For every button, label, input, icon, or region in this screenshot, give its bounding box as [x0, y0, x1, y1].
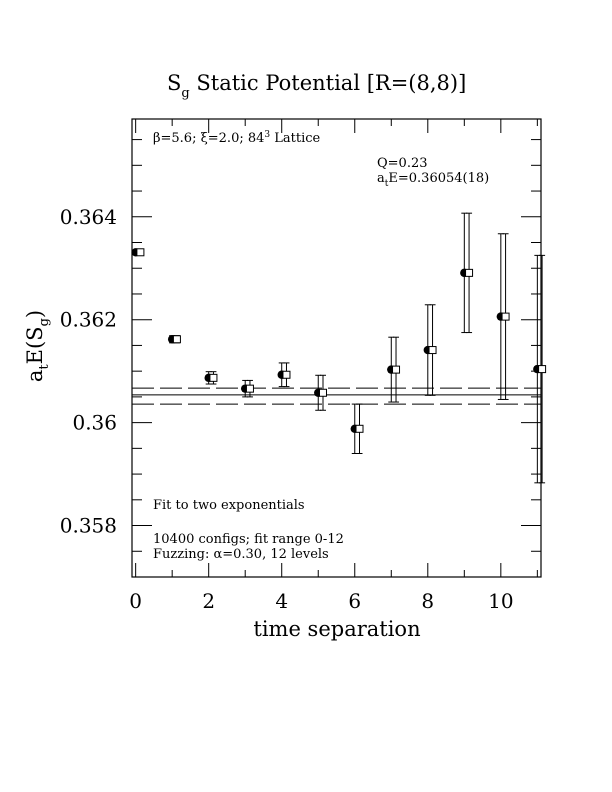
annotation-lattice-rest: Lattice	[270, 131, 320, 146]
y-label-s-sub: g	[37, 318, 52, 326]
y-axis-label: atE(Sg)	[23, 310, 52, 382]
title-rest: Static Potential [R=(8,8)]	[190, 71, 467, 95]
fit-band	[132, 387, 541, 405]
x-tick-label-2: 2	[202, 589, 215, 613]
plot-frame	[131, 118, 542, 578]
y-tick-label-3: 0.364	[60, 205, 117, 229]
x-tick-label-0: 0	[129, 589, 142, 613]
y-label-a: a	[23, 370, 47, 383]
annotation-energy-a: a	[377, 171, 385, 186]
point-square-3	[245, 384, 254, 393]
axis-ticks	[132, 119, 541, 578]
x-tick-label-4: 4	[275, 589, 288, 613]
point-square-9	[465, 268, 474, 277]
point-square-5	[318, 388, 327, 397]
y-label-end: )	[23, 310, 47, 318]
annotation-configs: 10400 configs; fit range 0-12	[153, 532, 344, 547]
x-axis-label: time separation	[253, 617, 420, 641]
annotation-fuzzing: Fuzzing: α=0.30, 12 levels	[153, 547, 329, 562]
y-tick-label-2: 0.362	[60, 308, 117, 332]
annotation-lattice-xi: ξ=2.0; 84	[201, 131, 265, 146]
point-square-4	[282, 370, 291, 379]
x-tick-label-8: 8	[421, 589, 434, 613]
annotation-energy: atE=0.36054(18)	[377, 171, 489, 189]
x-tick-label-10: 10	[488, 589, 513, 613]
point-square-2	[209, 373, 218, 382]
annotation-q: Q=0.23	[377, 156, 428, 171]
y-label-mid: E(S	[23, 326, 47, 364]
point-square-11	[538, 365, 547, 374]
y-tick-label-0: 0.358	[60, 514, 117, 538]
title-sub: g	[181, 86, 189, 101]
point-square-0	[136, 248, 145, 257]
annotation-lattice-sup: 3	[264, 130, 270, 140]
chart-title: Sg Static Potential [R=(8,8)]	[167, 71, 466, 101]
axis-tick-labels: 0 2 4 6 8 10 0.358 0.36 0.362 0.364	[60, 205, 514, 613]
annotation-lattice-beta: β=5.6;	[153, 131, 201, 146]
data-points	[131, 212, 547, 484]
point-square-6	[355, 424, 364, 433]
annotation-lattice: β=5.6; ξ=2.0; 843 Lattice	[153, 130, 321, 146]
x-tick-label-6: 6	[348, 589, 361, 613]
y-label-a-sub: t	[37, 364, 52, 370]
point-square-1	[172, 335, 181, 344]
annotation-energy-rest: E=0.36054(18)	[388, 171, 489, 186]
annotation-fit: Fit to two exponentials	[153, 498, 305, 513]
y-tick-label-1: 0.36	[72, 411, 117, 435]
title-main: S	[167, 71, 181, 95]
annotation-energy-sub: t	[385, 179, 389, 189]
point-square-10	[501, 312, 510, 321]
point-square-7	[392, 365, 401, 374]
point-square-8	[428, 346, 437, 355]
